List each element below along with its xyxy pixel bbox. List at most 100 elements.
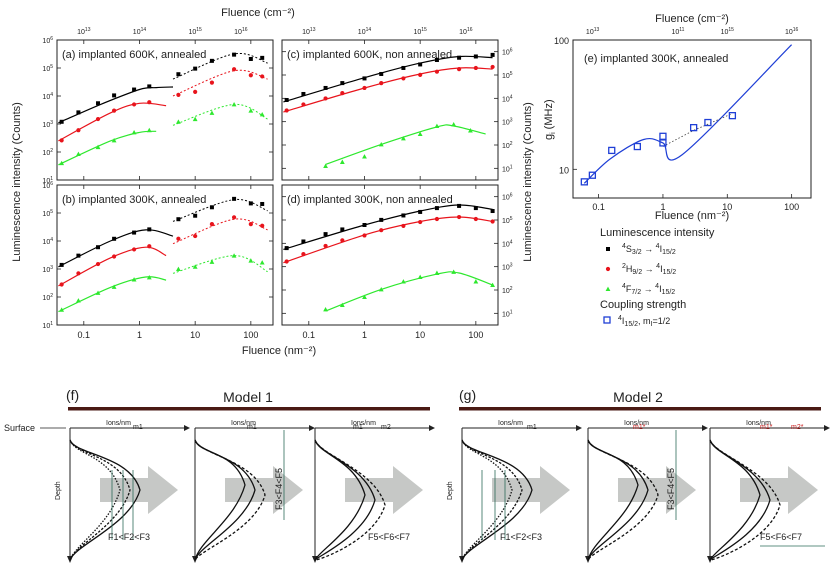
m-label-g: m1 [527,424,537,431]
legend-marker-black [606,247,610,251]
data-point-b-green [176,266,181,271]
ions-axis-arrow [824,425,830,431]
series-group-c [283,52,495,169]
gray-arrow [492,466,570,514]
profile-curve [587,439,649,561]
data-point-c-red [340,91,345,96]
y-tick-label-c: 106 [502,48,513,57]
fit-line-a-green [58,130,157,166]
f1-f3-label-g: F1<F2<F3 [500,532,542,542]
data-point-b-black [96,245,101,250]
data-point-a-black [76,110,81,115]
m-star-label: m1* [633,424,646,431]
y-tick-label-b: 105 [42,209,53,218]
legend-heading: Luminescence intensity [600,227,715,239]
depth-profile-f1: Ions/nm [67,420,190,563]
data-point-d-green [362,294,367,300]
data-point-b-black [260,201,265,206]
data-point-a-red [248,73,253,78]
gray-arrow [618,466,696,514]
top-tick-label-c: 1016 [459,27,473,36]
data-point-c-black [301,91,306,96]
fit-line-d-green [325,271,493,312]
data-point-b-green [111,284,117,289]
profile-curve [587,439,659,561]
profile-curve [194,439,256,561]
y-tick-label-b: 104 [42,237,53,246]
panel-a-label: (a) implanted 600K, annealed [62,49,206,61]
data-point-e-blue [580,178,588,186]
legend-item-red: 2H9/2 → 4I15/2 [622,263,676,276]
data-point-e-blue [704,118,712,127]
data-point-d-black [490,209,495,214]
data-point-c-green [451,122,457,127]
data-point-b-green [231,253,237,258]
data-point-b-green [59,307,65,312]
top-tick-label-e: 1013 [586,27,600,36]
fit-line-a-black [58,86,174,124]
x-tick-label-b: 100 [243,330,258,340]
data-point-a-red [147,100,152,105]
data-point-a-black [147,84,152,89]
data-point-c-green [323,163,328,169]
y-tick-label-e: 10 [559,165,569,175]
legend-coupling-marker [603,316,611,324]
y-tick-label-d: 103 [502,263,513,272]
x-axis-label-e: Fluence (nm⁻²) [655,210,729,222]
data-point-b-black [248,201,253,206]
data-point-a-green [209,110,215,115]
top-tick-label-e: 1016 [785,27,799,36]
profile-curve [194,439,266,561]
data-point-d-black [418,209,423,214]
m-label-f: m1 [133,424,143,431]
y-tick-label-b: 102 [42,293,53,302]
depth-profile-g3: Ions/nm [707,420,830,563]
panel-e [572,39,812,199]
panel-d [281,184,499,326]
fit-dashed-a-green [172,103,268,126]
data-point-a-black [112,93,117,98]
data-point-a-green [111,137,117,143]
data-point-c-black [457,55,462,60]
dotted-line-e [662,113,733,147]
fit-dashed-b-red [172,218,268,245]
ions-axis-arrow [309,425,315,431]
top-axis-label-e: Fluence (cm⁻²) [655,13,729,25]
data-point-d-black [457,203,462,208]
data-point-a-green [76,151,81,156]
panel-c [281,39,499,181]
data-point-c-green [434,123,440,129]
ions-label: Ions/nm [624,420,649,427]
profile-curve [709,439,771,561]
x-tick-label-b: 0.1 [78,330,91,340]
m-label-f: m1 [247,424,257,431]
data-point-a-black [59,119,64,124]
m-star-label: m2* [791,424,804,431]
top-tick-label-c: 1015 [413,27,427,36]
data-point-d-red [323,243,328,249]
panel-e-label: (e) implanted 300K, annealed [584,53,728,65]
ions-label: Ions/nm [231,420,256,427]
f3-f5-label-g: F3<F4<F5 [666,468,676,510]
data-point-b-green [146,275,152,280]
y-tick-label-b: 106 [42,181,53,190]
data-point-b-green [248,258,254,263]
gray-arrow [345,466,423,514]
x-tick-label-d: 0.1 [303,330,316,340]
data-point-d-red [490,219,495,224]
data-point-d-red [456,214,462,220]
data-point-a-green [95,144,101,150]
data-point-c-black [434,58,439,62]
data-point-c-red [473,65,478,71]
data-point-b-green [209,259,215,264]
data-point-b-black [112,236,117,241]
data-point-d-black [323,232,328,237]
ions-axis-arrow [576,425,582,431]
data-point-d-red [379,228,384,233]
y-tick-label-c: 105 [502,71,513,80]
data-point-a-red [209,80,215,85]
profile-curve [461,439,513,561]
data-point-c-red [456,67,462,72]
data-point-c-red [418,72,423,77]
data-point-b-red [260,223,265,228]
